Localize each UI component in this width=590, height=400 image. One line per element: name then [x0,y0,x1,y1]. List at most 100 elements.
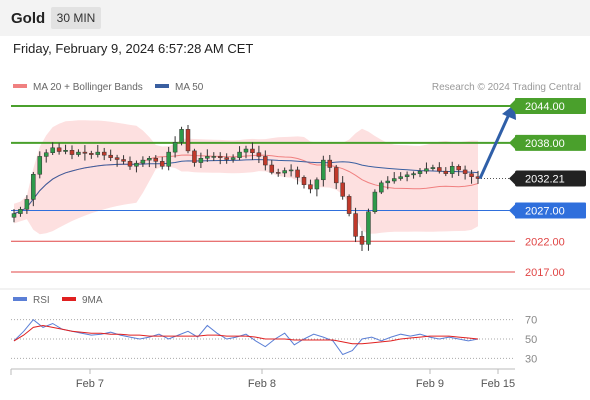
candle [211,152,217,162]
candle [159,156,165,170]
candle-body [159,161,165,167]
level-label-2038-00: 2038.00 [525,138,565,150]
candle [147,155,152,168]
timeframe-button[interactable]: 30 MIN [51,7,101,29]
x-tick-label: Feb 9 [416,378,444,390]
level-label-2022-00: 2022.00 [525,236,565,248]
legend-swatch-rsi [13,297,27,301]
candle [140,156,146,167]
candle-body [443,170,449,174]
legend-swatch-9ma [62,297,76,301]
candle [449,161,455,178]
x-axis: Feb 7 Feb 8 Feb 9 Feb 15 [10,369,515,390]
candle-body [166,151,171,167]
candle-body [37,156,43,175]
legend-label-rsi: RSI [33,295,50,306]
candle [18,206,23,217]
candle-body [43,152,49,157]
candle [308,179,313,194]
candle-body [379,182,384,193]
ma50-line [13,159,479,215]
x-tick-label: Feb 7 [76,378,104,390]
candle [411,171,416,179]
legend-swatch-ma50 [155,84,169,88]
candle-body [153,158,159,162]
candle-body [424,168,429,172]
candle [127,156,133,170]
candle [263,150,268,171]
candle-body [404,174,410,177]
candle [346,194,352,217]
candle-body [437,167,442,172]
candle-body [346,196,352,214]
rsi-panel: 70 50 30 [11,315,537,365]
candle [56,143,62,155]
candle [89,150,94,159]
candle-body [114,157,120,160]
x-tick-label: Feb 15 [481,378,515,390]
candle-body [121,159,126,162]
candle-body [366,211,371,245]
candle-body [417,170,423,174]
candle [359,230,365,251]
candle-body [411,173,416,176]
candle-body [282,170,287,174]
candle-body [24,199,30,210]
candle-body [243,148,249,153]
candle [76,149,81,157]
candle [166,146,171,171]
candle [456,164,461,176]
candle-body [56,147,62,152]
candle [462,165,468,180]
candle [301,175,307,189]
candle [205,149,210,162]
level-label-2027-00: 2027.00 [525,206,565,218]
candle [256,145,262,164]
candle [314,177,320,197]
price-levels [11,105,515,273]
candle [282,167,287,178]
candle [43,149,49,163]
candle-body [172,142,178,153]
candle-body [462,169,468,174]
level-tag-2044-00 [515,98,586,114]
candle-body [359,236,365,245]
rsi-level-label-50: 50 [525,334,537,346]
candle-body [134,162,139,167]
candle-body [31,173,36,200]
timestamp: Friday, February 9, 2024 6:57:28 AM CET [13,41,254,56]
candle [50,142,55,155]
candle-body [353,213,358,237]
candle [385,176,391,190]
candle-body [89,153,94,155]
candle [153,155,159,169]
candle [398,172,403,181]
level-pointer-2027-00 [509,204,515,217]
instrument-title: Gold [11,10,46,27]
candle-body [217,156,223,158]
candle-body [127,161,133,167]
candle-body [391,178,397,182]
candle [327,155,333,172]
candle-body [108,154,113,158]
candle-body [76,151,81,155]
candle-body [321,159,326,181]
candle [179,126,184,146]
forecast-arrow-shaft [478,111,512,180]
candle [391,172,397,184]
candle [24,195,30,214]
candle-body [50,147,55,153]
candle [82,145,88,161]
candle [63,144,68,155]
last-price-pointer [509,172,515,185]
candle [101,147,107,161]
candle [275,168,281,177]
candle [340,176,345,200]
candle-body [327,159,333,168]
candle [114,154,120,167]
candle-body [301,177,307,185]
candle [11,209,17,223]
candle [37,151,43,179]
candle [185,125,191,154]
